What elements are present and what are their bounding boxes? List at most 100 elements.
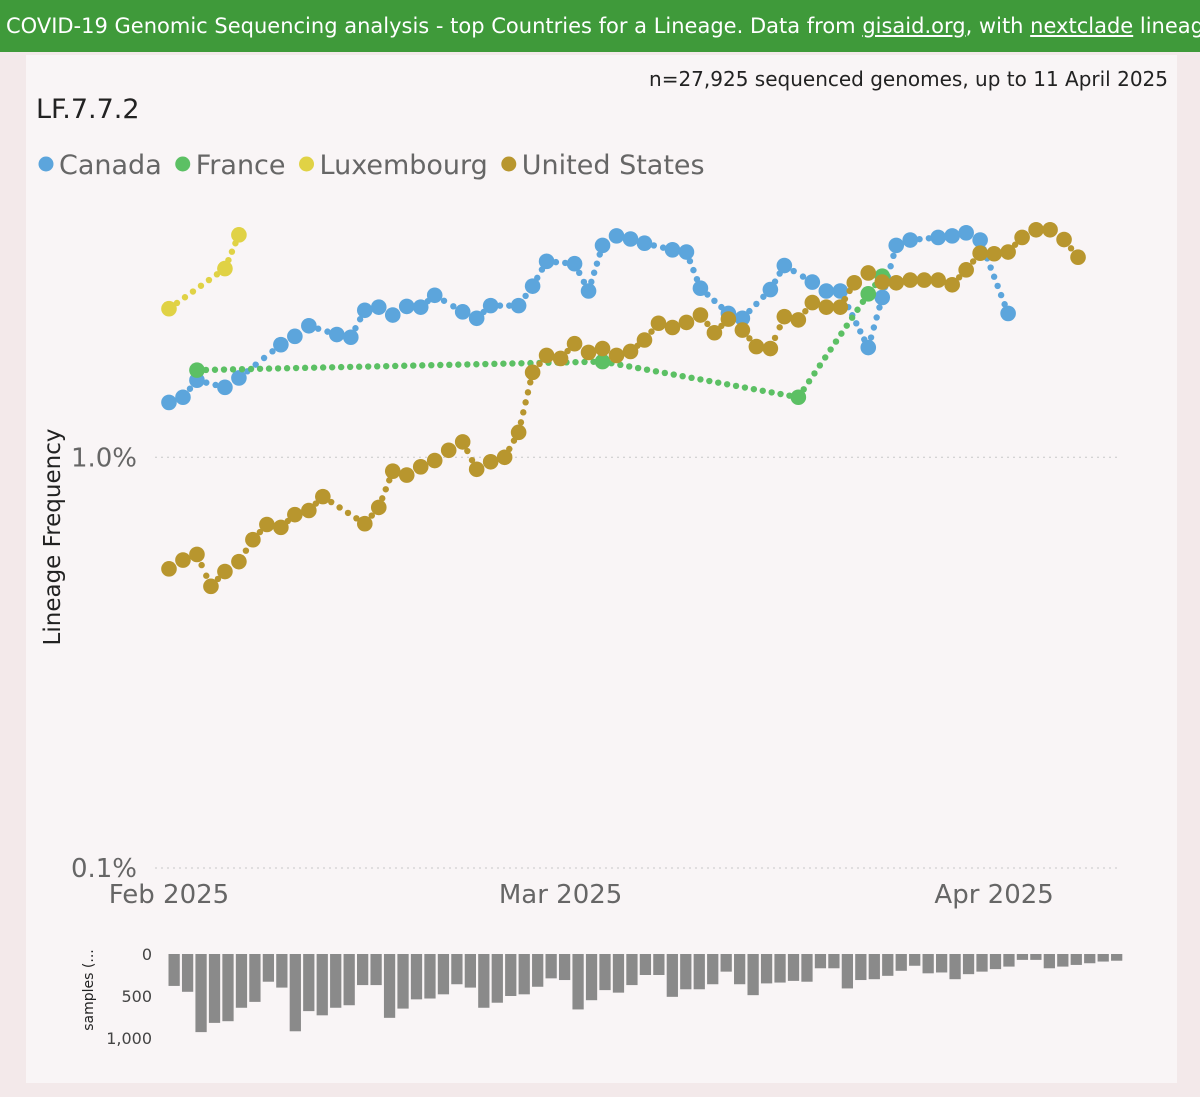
data-point	[930, 272, 946, 288]
sample-bar	[1030, 954, 1042, 960]
sample-bar	[1057, 954, 1069, 967]
lineage-title: LF.7.7.2	[36, 94, 140, 125]
data-point	[552, 350, 569, 367]
x-axis-ticks: Feb 2025 Mar 2025 Apr 2025	[109, 880, 1054, 910]
sample-bar	[734, 954, 746, 985]
connector-dot	[768, 389, 775, 396]
connector-dot	[822, 354, 829, 361]
connector-dot	[832, 338, 840, 345]
sample-bar	[612, 954, 625, 993]
banner-prefix: COVID-19 Genomic Sequencing analysis - t…	[6, 14, 863, 38]
connector-dot	[473, 361, 480, 368]
banner-middle: , with	[965, 14, 1031, 38]
connector-dot	[969, 258, 977, 265]
connector-dot	[319, 364, 327, 371]
data-point	[664, 319, 681, 336]
sample-bar	[222, 954, 234, 1022]
gisaid-link[interactable]: gisaid.org	[862, 14, 966, 38]
data-point	[342, 329, 359, 346]
data-point	[426, 452, 443, 469]
sample-bar	[693, 954, 705, 990]
connector-dot	[468, 456, 476, 464]
sample-bar	[330, 954, 342, 1008]
data-point	[231, 370, 247, 386]
data-point	[930, 229, 946, 246]
connector-dot	[580, 278, 588, 286]
samples-axis-label: samples (...	[81, 949, 97, 1030]
sample-bar	[518, 954, 530, 995]
data-point	[888, 274, 905, 291]
sample-bar	[276, 954, 288, 988]
connector-dot	[723, 381, 731, 388]
sample-bar	[666, 954, 678, 997]
data-point	[175, 552, 191, 568]
data-point	[692, 280, 709, 297]
data-point	[161, 394, 177, 411]
connector-dot	[419, 362, 426, 369]
sample-bar	[868, 954, 880, 980]
sample-bar	[599, 954, 611, 991]
sample-bar	[464, 954, 476, 988]
data-point	[986, 245, 1002, 262]
connector-dot	[652, 368, 660, 375]
connector-dot	[704, 320, 711, 328]
connector-dot	[802, 308, 809, 315]
sample-bar	[343, 954, 355, 1006]
connector-dot	[626, 363, 633, 370]
connector-dot	[265, 365, 273, 372]
connector-dot	[365, 363, 372, 370]
samples-tick-label: 1,000	[106, 1029, 152, 1048]
sample-bar	[491, 954, 503, 1003]
sample-bar	[303, 954, 315, 1012]
connector-dot	[310, 364, 318, 371]
sample-bar	[814, 954, 827, 969]
connector-dot	[301, 364, 309, 372]
sample-bar	[437, 954, 450, 995]
connector-dot	[491, 360, 498, 368]
data-point	[958, 225, 974, 241]
connector-dot	[853, 320, 860, 327]
sample-bar	[855, 954, 867, 981]
connector-dot	[661, 369, 669, 377]
samples-tick-label: 0	[142, 945, 152, 964]
sample-bar	[478, 954, 490, 1008]
data-point	[259, 516, 275, 533]
grid-lines	[155, 456, 1120, 869]
data-point	[594, 353, 611, 370]
sample-bar	[262, 954, 275, 982]
data-point	[496, 449, 513, 466]
connector-dot	[314, 325, 322, 332]
connector-dot	[500, 360, 507, 367]
sample-bar	[747, 954, 759, 996]
connector-dot	[827, 346, 834, 353]
connector-dot	[509, 360, 516, 367]
legend-marker	[38, 156, 54, 172]
data-point	[888, 237, 905, 254]
data-point	[189, 362, 205, 378]
samples-tick-label: 500	[121, 987, 152, 1006]
connector-dot	[220, 366, 228, 373]
data-point	[566, 335, 583, 352]
connector-dot	[1067, 245, 1075, 252]
data-point	[818, 299, 835, 315]
sample-bar	[774, 954, 786, 983]
sample-bar	[720, 954, 732, 972]
sample-count-subtitle: n=27,925 sequenced genomes, up to 11 Apr…	[649, 67, 1168, 91]
data-point	[175, 389, 191, 406]
series-luxembourg	[161, 227, 247, 317]
data-point	[538, 347, 555, 364]
connector-dot	[527, 379, 534, 386]
connector-dot	[324, 328, 331, 335]
connector-dot	[955, 274, 963, 281]
nextclade-link[interactable]: nextclade	[1030, 14, 1134, 38]
connector-dot	[437, 361, 444, 369]
connector-dot	[1001, 301, 1008, 308]
legend-marker	[175, 156, 191, 172]
data-point	[301, 317, 317, 334]
data-point	[301, 502, 317, 519]
connector-dot	[446, 361, 453, 369]
data-point	[818, 283, 835, 299]
connector-dot	[857, 328, 864, 335]
data-point	[678, 314, 695, 331]
connector-dot	[181, 294, 189, 301]
